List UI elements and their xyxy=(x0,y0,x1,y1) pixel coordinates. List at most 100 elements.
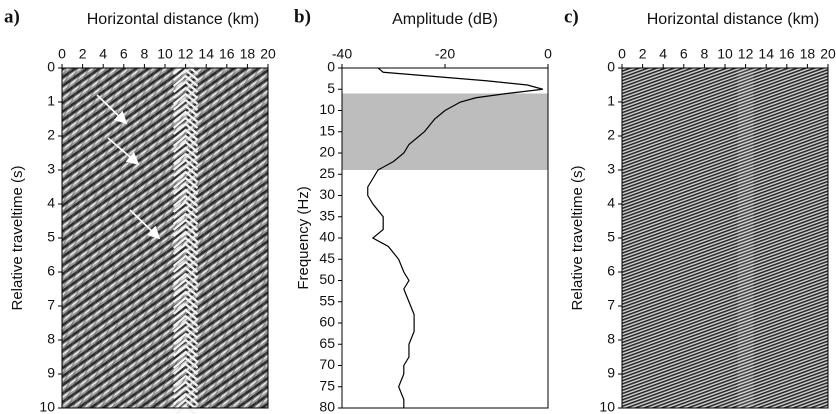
y-tick-label: 4 xyxy=(47,195,55,211)
chevron xyxy=(172,164,199,177)
chevron xyxy=(172,326,199,339)
y-tick-label: 3 xyxy=(47,161,55,177)
y-tick-label: 30 xyxy=(319,186,335,202)
y-tick-label: 9 xyxy=(607,365,615,381)
chevron xyxy=(172,338,199,351)
x-tick-label: 10 xyxy=(717,46,733,62)
x-tick-label: 14 xyxy=(758,46,774,62)
chevron xyxy=(172,206,199,219)
chevron xyxy=(172,224,199,237)
x-axis-title: Horizontal distance (km) xyxy=(647,11,820,28)
faint-event xyxy=(737,68,754,408)
chevron xyxy=(172,194,199,207)
chevron xyxy=(174,404,197,414)
y-tick-label: 0 xyxy=(607,59,615,75)
panel-label: c) xyxy=(564,6,579,27)
y-tick-label: 35 xyxy=(319,207,335,223)
x-tick-label: 18 xyxy=(240,46,256,62)
x-tick-label: 0 xyxy=(618,46,626,62)
chevron xyxy=(172,284,199,297)
chevron xyxy=(172,176,199,189)
chevron xyxy=(172,242,199,255)
y-axis-title: Frequency (Hz) xyxy=(295,186,312,289)
chevron xyxy=(172,110,199,123)
x-tick-label: 8 xyxy=(141,46,149,62)
y-tick-label: 5 xyxy=(327,80,335,96)
y-tick-label: 6 xyxy=(47,263,55,279)
x-axis-title: Amplitude (dB) xyxy=(392,11,498,28)
chevron xyxy=(172,116,199,129)
chevron xyxy=(172,308,199,321)
chevron xyxy=(172,212,199,225)
chevron xyxy=(172,98,199,111)
y-tick-label: 55 xyxy=(319,292,335,308)
x-tick-label: 20 xyxy=(260,46,276,62)
y-tick-label: 70 xyxy=(319,356,335,372)
chevron xyxy=(172,248,199,261)
y-tick-label: 3 xyxy=(607,161,615,177)
chevron xyxy=(172,140,199,153)
chevron xyxy=(172,200,199,213)
chevron xyxy=(172,272,199,285)
chevron xyxy=(172,374,199,387)
chevron xyxy=(172,302,199,315)
chevron xyxy=(172,92,199,105)
y-tick-label: 0 xyxy=(47,59,55,75)
arrow xyxy=(107,137,140,166)
chevron xyxy=(172,158,199,171)
chevron xyxy=(172,296,199,309)
y-tick-label: 4 xyxy=(607,195,615,211)
y-tick-label: 10 xyxy=(39,399,55,414)
chevron xyxy=(172,320,199,333)
y-tick-label: 0 xyxy=(327,59,335,75)
x-tick-label: 4 xyxy=(659,46,667,62)
x-tick-label: 2 xyxy=(79,46,87,62)
chevron xyxy=(172,278,199,291)
y-tick-label: 8 xyxy=(47,331,55,347)
chevron xyxy=(172,80,199,93)
chevron xyxy=(172,362,199,375)
y-tick-label: 75 xyxy=(319,377,335,393)
x-tick-label: 14 xyxy=(198,46,214,62)
y-tick-label: 80 xyxy=(319,399,335,414)
chevron xyxy=(172,254,199,267)
chevron xyxy=(172,314,199,327)
x-tick-label: 16 xyxy=(219,46,235,62)
x-tick-label: 8 xyxy=(701,46,709,62)
x-tick-label: 0 xyxy=(58,46,66,62)
chevron-events xyxy=(172,56,199,414)
x-tick-label: 2 xyxy=(639,46,647,62)
x-tick-label: 18 xyxy=(800,46,816,62)
y-tick-label: 50 xyxy=(319,271,335,287)
x-tick-label: 12 xyxy=(178,46,194,62)
chevron xyxy=(172,332,199,345)
y-tick-label: 7 xyxy=(47,297,55,313)
chevron xyxy=(172,104,199,117)
panel-label: a) xyxy=(4,6,20,27)
chevron xyxy=(172,380,199,393)
x-tick-label: 12 xyxy=(738,46,754,62)
y-tick-label: 5 xyxy=(47,229,55,245)
chevron xyxy=(172,122,199,135)
y-tick-label: 2 xyxy=(607,127,615,143)
y-tick-label: 6 xyxy=(607,263,615,279)
chevron xyxy=(172,344,199,357)
y-tick-label: 1 xyxy=(607,93,615,109)
y-tick-label: 10 xyxy=(319,101,335,117)
chevron xyxy=(172,182,199,195)
chevron xyxy=(172,56,199,69)
chevron xyxy=(172,68,199,81)
x-tick-label: 0 xyxy=(544,46,552,62)
x-tick-label: 20 xyxy=(820,46,836,62)
chevron xyxy=(172,236,199,249)
y-tick-label: 45 xyxy=(319,250,335,266)
x-tick-label: 10 xyxy=(157,46,173,62)
chevron xyxy=(172,152,199,165)
x-tick-label: 6 xyxy=(120,46,128,62)
y-tick-label: 40 xyxy=(319,229,335,245)
x-tick-label: -20 xyxy=(435,46,455,62)
chevron xyxy=(172,146,199,159)
spectrum-line xyxy=(367,67,544,408)
chevron xyxy=(172,368,199,381)
chevron xyxy=(172,188,199,201)
